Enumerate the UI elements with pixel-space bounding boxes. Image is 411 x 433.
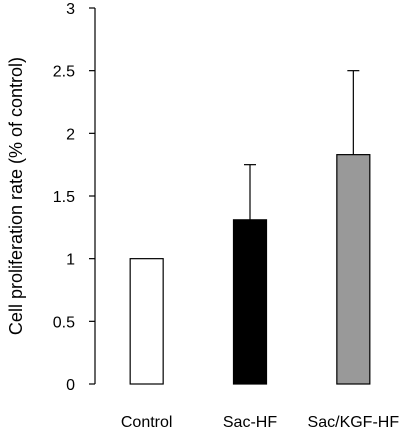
bar-sac-hf — [232, 219, 268, 385]
y-tick-label: 1.5 — [53, 189, 75, 206]
y-tick-label: 2 — [66, 126, 75, 143]
y-tick-label: 0.5 — [53, 314, 75, 331]
x-labels-group: Control Sac-HF Sac/KGF-HF — [121, 414, 399, 431]
y-tick-label: 0 — [66, 377, 75, 394]
y-tick-label: 3 — [66, 1, 75, 18]
x-category-label: Sac-HF — [223, 414, 277, 431]
x-category-label: Sac/KGF-HF — [308, 414, 400, 431]
y-tick-label: 2.5 — [53, 64, 75, 81]
y-tick-label: 1 — [66, 252, 75, 269]
error-bars-group — [244, 70, 360, 220]
y-ticks-group: 0 0.5 1 1.5 2 2.5 3 — [53, 1, 95, 394]
bar-control — [129, 258, 164, 385]
bar-sac-kgf-hf — [336, 154, 371, 385]
y-axis-title: Cell proliferation rate (% of control) — [6, 57, 26, 335]
x-category-label: Control — [121, 414, 173, 431]
